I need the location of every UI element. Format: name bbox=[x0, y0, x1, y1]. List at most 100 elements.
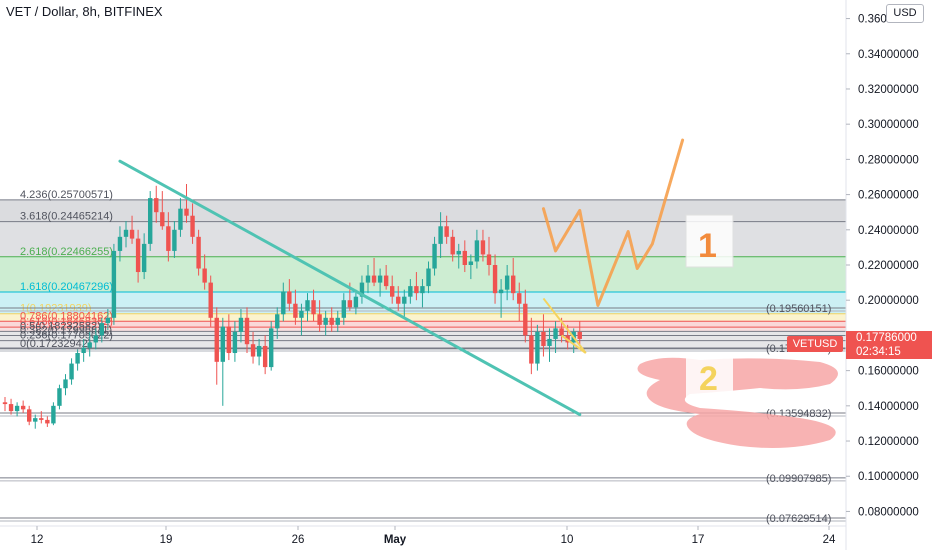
candle-body bbox=[141, 243, 147, 273]
candle-body bbox=[371, 275, 377, 283]
candle-body bbox=[529, 335, 534, 364]
fib-level-label: 0(0.17232942) bbox=[20, 338, 92, 350]
candle-body bbox=[305, 300, 310, 311]
chart-title: VET / Dollar, 8h, BITFINEX bbox=[6, 4, 163, 19]
label-1-box bbox=[685, 214, 734, 268]
candle-body bbox=[492, 265, 498, 294]
candle-body bbox=[547, 338, 552, 346]
candle-body bbox=[14, 405, 20, 412]
candle-body bbox=[341, 300, 346, 318]
candle-body bbox=[81, 347, 86, 354]
candle-body bbox=[317, 314, 322, 325]
candle-body bbox=[299, 310, 304, 318]
label-2-box bbox=[686, 352, 733, 399]
candle-body bbox=[517, 293, 522, 304]
price-tick-label: 0.16000000 bbox=[858, 366, 919, 378]
fib-level-label: 2.618(0.22466255) bbox=[20, 246, 113, 258]
candle-body bbox=[196, 236, 201, 269]
candle-body bbox=[123, 229, 129, 237]
candle-body bbox=[396, 296, 401, 304]
candle-body bbox=[426, 268, 431, 287]
fib-level-label: 1(0.19231939) bbox=[20, 303, 92, 315]
price-tick-label: 0.34000000 bbox=[858, 49, 919, 61]
symbol-price-label: VETUSD bbox=[787, 336, 843, 352]
candle-body bbox=[166, 226, 171, 251]
price-axis[interactable]: 0.360000000.340000000.320000000.30000000… bbox=[845, 0, 919, 550]
candle-body bbox=[148, 198, 153, 244]
candle-body bbox=[33, 418, 38, 422]
candle-body bbox=[293, 303, 298, 318]
candle-body bbox=[154, 198, 159, 213]
candle-body bbox=[468, 261, 474, 265]
price-tick-label: 0.10000000 bbox=[858, 471, 919, 483]
candle-body bbox=[438, 226, 443, 244]
candle-body bbox=[390, 286, 395, 297]
candle-body bbox=[450, 236, 455, 255]
bar-countdown: 02:34:15 bbox=[856, 346, 901, 358]
candle-body bbox=[444, 226, 449, 237]
candle-body bbox=[129, 229, 135, 239]
fib-band bbox=[0, 335, 846, 341]
candle-body bbox=[57, 388, 62, 406]
drawing-overlay-layer: 12 bbox=[118, 138, 838, 448]
horizontal-level-label: (0.09907985) bbox=[766, 473, 831, 485]
candle-body bbox=[281, 291, 286, 315]
candle-body bbox=[172, 229, 177, 251]
candle-body bbox=[269, 328, 274, 368]
fib-level-label: 3.618(0.24465214) bbox=[20, 211, 113, 223]
fib-level-label: 0.382(0.17996811) bbox=[20, 324, 112, 336]
fib-level-label: 1.618(0.20467296) bbox=[20, 281, 113, 293]
candle-body bbox=[226, 326, 232, 354]
candle-body bbox=[275, 314, 280, 329]
candle-body bbox=[329, 317, 334, 325]
price-tick-label: 0.32000000 bbox=[858, 84, 919, 96]
candle-body bbox=[39, 418, 44, 420]
fib-level-label: 0.618(0.18468352) bbox=[20, 316, 113, 328]
candle-body bbox=[432, 243, 437, 269]
candle-body bbox=[51, 405, 56, 424]
candle-body bbox=[93, 335, 98, 343]
candle-body bbox=[335, 317, 340, 325]
candle-body bbox=[75, 353, 80, 364]
candle-body bbox=[511, 275, 516, 294]
candle-body bbox=[105, 317, 111, 324]
candle-body bbox=[353, 296, 359, 308]
candle-body bbox=[69, 363, 74, 380]
candle-body bbox=[63, 379, 68, 389]
price-tick-label: 0.14000000 bbox=[858, 401, 919, 413]
candle-body bbox=[359, 282, 365, 297]
candle-body bbox=[408, 286, 413, 297]
candle-body bbox=[20, 405, 26, 410]
candle-body bbox=[456, 250, 461, 255]
candle-body bbox=[553, 328, 558, 339]
fib-extension-layer: 4.236(0.25700571) 3.618(0.24465214) 2.618(… bbox=[0, 189, 846, 350]
fib-band bbox=[0, 340, 846, 349]
candle-body bbox=[214, 317, 219, 362]
wedge-line-upper bbox=[542, 297, 587, 354]
label-1-text: 1 bbox=[698, 227, 717, 265]
time-tick-label: 12 bbox=[31, 534, 44, 546]
candle-body bbox=[541, 331, 546, 346]
time-axis[interactable]: 12 19 26 May 10 17 24 bbox=[0, 525, 846, 546]
candle-body bbox=[8, 404, 14, 412]
candle-body bbox=[178, 208, 183, 230]
time-tick-label: May bbox=[384, 534, 407, 546]
candle-body bbox=[311, 300, 316, 315]
candle-body bbox=[577, 331, 582, 339]
candle-body bbox=[383, 275, 389, 287]
pink-scribble bbox=[637, 357, 838, 448]
candle-body bbox=[462, 250, 467, 265]
candle-body bbox=[523, 303, 528, 336]
price-tick-label: 0.24000000 bbox=[858, 225, 919, 237]
candle-body bbox=[250, 344, 256, 357]
candle-body bbox=[480, 240, 486, 255]
price-tick-label: 0.28000000 bbox=[858, 154, 919, 166]
descending-trendline bbox=[118, 159, 582, 417]
candle-body bbox=[256, 345, 262, 357]
fib-level-label: 4.236(0.25700571) bbox=[20, 189, 113, 201]
candle-body bbox=[45, 419, 50, 424]
candle-body bbox=[323, 317, 328, 325]
time-tick-label: 24 bbox=[823, 534, 836, 546]
currency-button[interactable]: USD bbox=[886, 4, 924, 23]
